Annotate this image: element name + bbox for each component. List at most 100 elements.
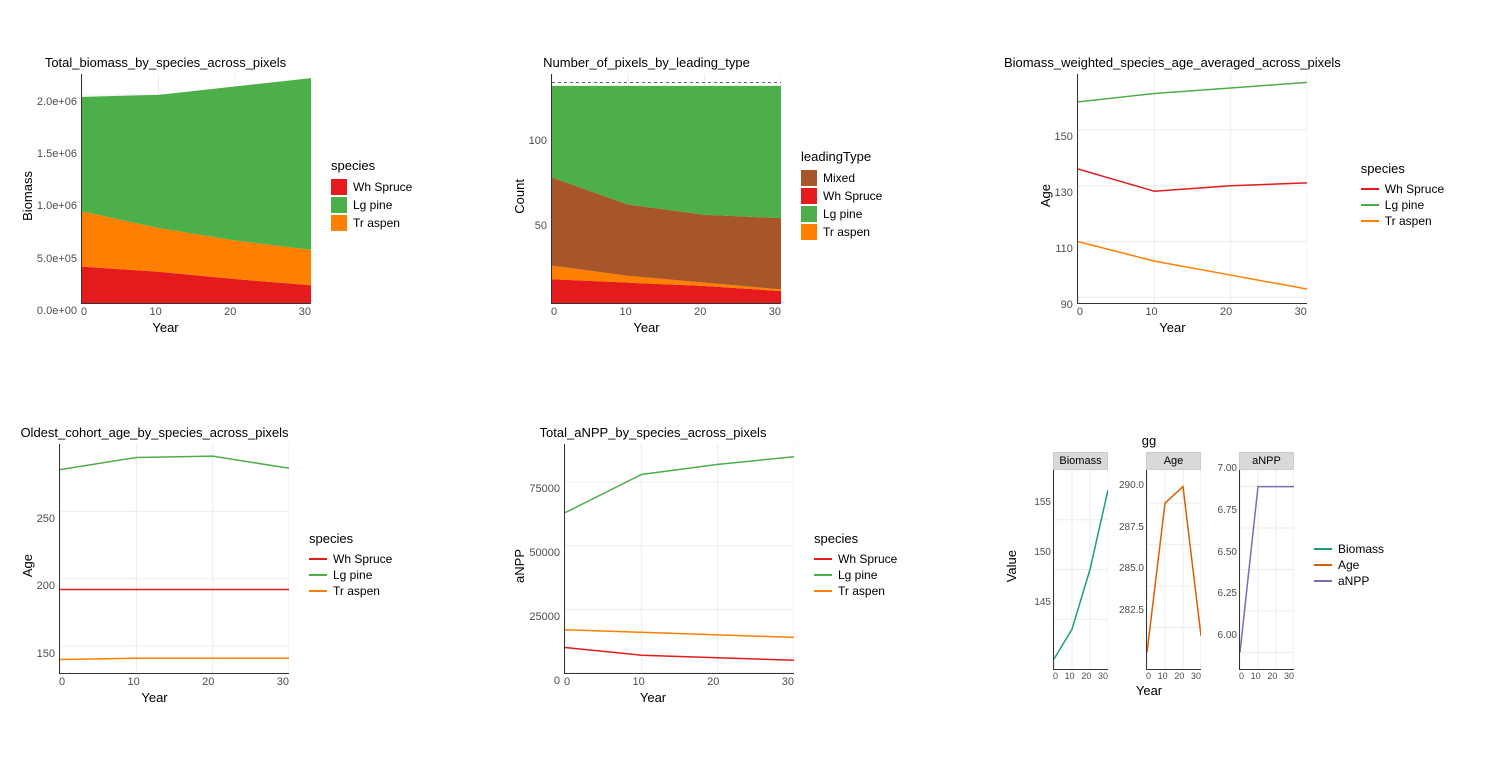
xtick-label: 30: [769, 306, 781, 318]
ytick-label: 150: [1034, 547, 1051, 558]
legend-label: Age: [1338, 558, 1359, 572]
legend-label: Tr aspen: [1385, 214, 1432, 228]
chart3-title: Biomass_weighted_species_age_averaged_ac…: [1004, 55, 1341, 70]
chart3-legend-title: species: [1361, 161, 1444, 176]
panel-gg: gg Value 145150155Biomass0102030282.5285…: [1004, 390, 1476, 740]
chart1-ylabel: Biomass: [20, 171, 35, 221]
panel-leading-type: Number_of_pixels_by_leading_type Count 5…: [512, 20, 984, 370]
chart2-xlabel: Year: [633, 320, 659, 335]
xtick-label: 30: [1284, 671, 1294, 681]
ytick-label: 250: [37, 513, 55, 525]
xtick-label: 0: [1077, 306, 1083, 318]
xtick-label: 0: [59, 676, 65, 688]
xtick-label: 0: [81, 306, 87, 318]
legend-label: Mixed: [823, 171, 855, 185]
ytick-label: 100: [529, 135, 547, 147]
legend-item: Tr aspen: [1361, 214, 1444, 228]
chart5-yticks: 0250005000075000: [529, 451, 560, 681]
ytick-label: 1.0e+06: [37, 200, 77, 212]
xtick-label: 0: [1239, 671, 1244, 681]
chart-grid: Total_biomass_by_species_across_pixels B…: [0, 0, 1496, 760]
chart1-yticks: 0.0e+005.0e+051.0e+061.5e+062.0e+06: [37, 81, 77, 311]
chart4-xticks: 0102030: [59, 676, 289, 688]
ytick-label: 50: [535, 220, 547, 232]
ytick-label: 200: [37, 580, 55, 592]
legend-label: Wh Spruce: [333, 552, 392, 566]
legend-label: Biomass: [1338, 542, 1384, 556]
legend-item: Tr aspen: [331, 215, 412, 231]
chart5-xticks: 0102030: [564, 676, 794, 688]
ytick-label: 50000: [529, 547, 560, 559]
legend-swatch: [814, 590, 832, 592]
legend-swatch: [1314, 548, 1332, 550]
xtick-label: 10: [1065, 671, 1075, 681]
xtick-label: 10: [150, 306, 162, 318]
facet-plot: [1239, 470, 1294, 670]
legend-label: aNPP: [1338, 574, 1369, 588]
legend-swatch: [801, 170, 817, 186]
legend-swatch: [801, 224, 817, 240]
legend-label: Tr aspen: [823, 225, 870, 239]
legend-item: Wh Spruce: [309, 552, 392, 566]
chart6-xlabel: Year: [1136, 683, 1162, 698]
chart3-yticks: 90110130150: [1055, 81, 1073, 311]
legend-swatch: [1361, 204, 1379, 206]
chart4-legend-title: species: [309, 531, 392, 546]
legend-item: Wh Spruce: [801, 188, 882, 204]
legend-item: Mixed: [801, 170, 882, 186]
xtick-label: 20: [707, 676, 719, 688]
legend-label: Lg pine: [333, 568, 372, 582]
xtick-label: 10: [1145, 306, 1157, 318]
xtick-label: 20: [694, 306, 706, 318]
legend-swatch: [309, 574, 327, 576]
chart4-yticks: 150 200 250: [37, 451, 55, 681]
ytick-label: 0: [554, 675, 560, 687]
chart1-title: Total_biomass_by_species_across_pixels: [45, 55, 286, 70]
legend-label: Lg pine: [1385, 198, 1424, 212]
panel-weighted-age: Biomass_weighted_species_age_averaged_ac…: [1004, 20, 1476, 370]
chart1-plot: [81, 74, 311, 304]
legend-item: Lg pine: [331, 197, 412, 213]
chart2-ylabel: Count: [512, 179, 527, 214]
ytick-label: 90: [1061, 299, 1073, 311]
panel-total-biomass: Total_biomass_by_species_across_pixels B…: [20, 20, 492, 370]
legend-label: Tr aspen: [353, 216, 400, 230]
ytick-label: 290.0: [1119, 480, 1144, 491]
ytick-label: 6.25: [1218, 588, 1237, 599]
chart2-legend-title: leadingType: [801, 149, 882, 164]
xtick-label: 20: [1267, 671, 1277, 681]
ytick-label: 150: [37, 648, 55, 660]
chart2-plot: [551, 74, 781, 304]
legend-swatch: [801, 206, 817, 222]
legend-swatch: [309, 558, 327, 560]
chart5-title: Total_aNPP_by_species_across_pixels: [540, 425, 767, 440]
xtick-label: 10: [633, 676, 645, 688]
xtick-label: 30: [277, 676, 289, 688]
legend-label: Wh Spruce: [838, 552, 897, 566]
legend-swatch: [331, 197, 347, 213]
ytick-label: 5.0e+05: [37, 253, 77, 265]
legend-item: Age: [1314, 558, 1384, 572]
xtick-label: 20: [1081, 671, 1091, 681]
legend-label: Lg pine: [353, 198, 392, 212]
ytick-label: 6.50: [1218, 547, 1237, 558]
legend-item: aNPP: [1314, 574, 1384, 588]
ytick-label: 6.75: [1218, 505, 1237, 516]
legend-item: Lg pine: [309, 568, 392, 582]
ytick-label: 150: [1055, 131, 1073, 143]
ytick-label: 6.00: [1218, 630, 1237, 641]
xtick-label: 0: [1053, 671, 1058, 681]
chart1-legend: species Wh SpruceLg pineTr aspen: [331, 158, 412, 233]
facet-plot: [1053, 470, 1108, 670]
legend-label: Lg pine: [838, 568, 877, 582]
xtick-label: 10: [1251, 671, 1261, 681]
chart5-plot: [564, 444, 794, 674]
xtick-label: 30: [1191, 671, 1201, 681]
ytick-label: 155: [1034, 497, 1051, 508]
panel-oldest-cohort: Oldest_cohort_age_by_species_across_pixe…: [20, 390, 492, 740]
ytick-label: 1.5e+06: [37, 148, 77, 160]
legend-swatch: [1361, 220, 1379, 222]
ytick-label: 287.5: [1119, 522, 1144, 533]
chart3-plot: [1077, 74, 1307, 304]
ytick-label: 7.00: [1218, 463, 1237, 474]
